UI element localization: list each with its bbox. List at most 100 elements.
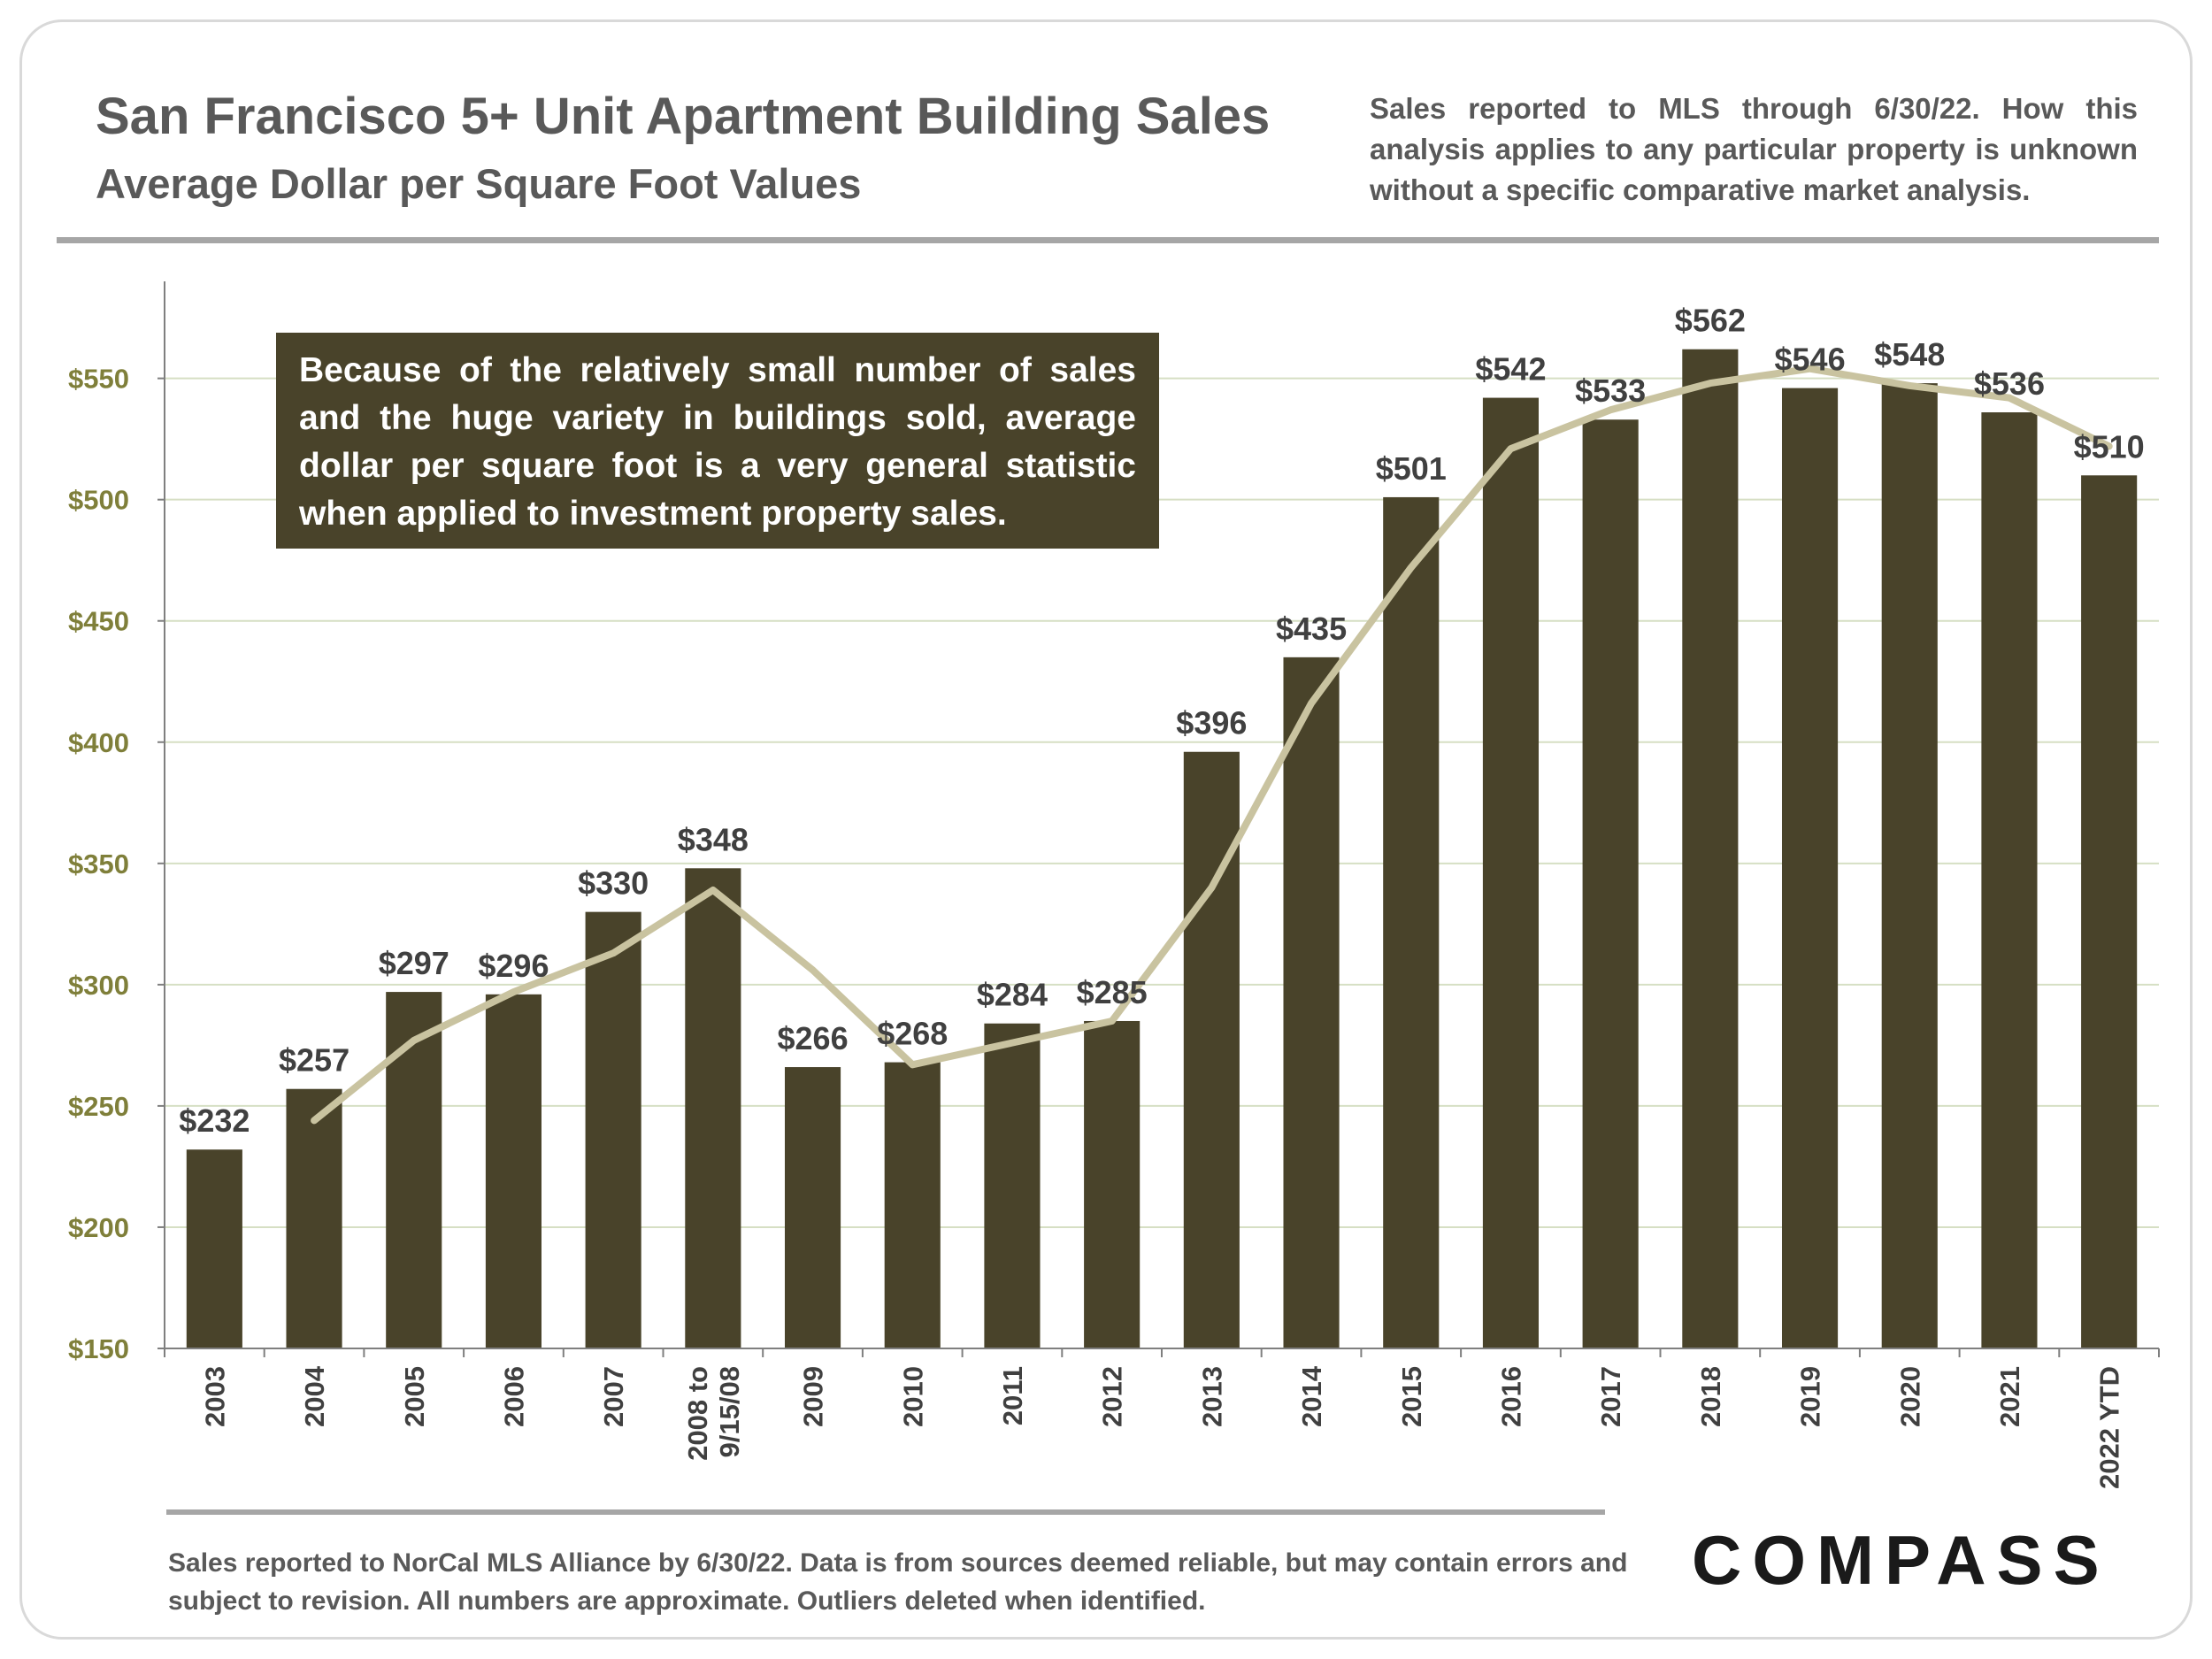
bar	[485, 994, 542, 1348]
x-tick-label: 2012	[1097, 1366, 1128, 1427]
bar	[1383, 496, 1440, 1348]
x-tick-label-line: 2007	[598, 1366, 629, 1427]
bar	[984, 1023, 1041, 1348]
x-tick-label: 2009	[798, 1366, 829, 1427]
y-tick-label: $550	[68, 364, 129, 395]
x-tick-label: 2003	[199, 1366, 230, 1427]
x-tick-label-line: 2009	[798, 1366, 829, 1427]
x-tick-label: 2006	[498, 1366, 529, 1427]
y-tick-label: $250	[68, 1091, 129, 1122]
bar	[1682, 349, 1739, 1348]
callout-box: Because of the relatively small number o…	[276, 333, 1159, 549]
data-label: $548	[1874, 336, 1945, 373]
chart-subtitle: Average Dollar per Square Foot Values	[96, 160, 862, 207]
x-tick-label-line: 2013	[1196, 1366, 1227, 1427]
header-divider	[57, 237, 2159, 243]
bar	[585, 911, 641, 1348]
y-tick-label: $200	[68, 1212, 129, 1243]
data-label: $257	[279, 1042, 349, 1079]
x-tick-label-line: 2008 to	[682, 1366, 713, 1461]
data-label: $330	[578, 865, 649, 902]
x-tick-label: 2019	[1795, 1366, 1826, 1427]
x-tick-label: 2014	[1296, 1365, 1327, 1427]
y-tick-label: $350	[68, 849, 129, 879]
x-tick-label-line: 2014	[1296, 1365, 1327, 1427]
y-tick-label: $400	[68, 727, 129, 758]
bar	[1981, 412, 2038, 1349]
data-label: $435	[1276, 611, 1347, 647]
bar	[286, 1088, 342, 1348]
x-tick-label-line: 2018	[1695, 1366, 1726, 1427]
y-tick-label: $450	[68, 606, 129, 637]
x-tick-label: 2013	[1196, 1366, 1227, 1427]
x-tick-label-line: 2011	[997, 1366, 1028, 1425]
trend-line	[311, 365, 2113, 1125]
bar	[884, 1062, 941, 1348]
data-label: $396	[1176, 705, 1247, 741]
bar	[1881, 383, 1938, 1349]
bar	[386, 992, 442, 1348]
data-note: Sales reported to MLS through 6/30/22. H…	[1370, 92, 2138, 206]
bar	[1781, 388, 1839, 1349]
x-tick-label-line: 2021	[1994, 1366, 2025, 1427]
compass-logo: COMPASS	[1692, 1521, 2110, 1599]
axes: $150 $200 $250 $300 $350 $400 $450 $500 $550 2003…	[68, 281, 2160, 1489]
x-tick-label: 2005	[399, 1366, 430, 1427]
x-tick-label: 2011	[997, 1366, 1028, 1425]
data-label: $546	[1775, 342, 1846, 378]
x-tick-label-line: 2003	[199, 1366, 230, 1427]
footer-divider	[166, 1509, 1605, 1515]
x-tick-label-line: 2012	[1097, 1366, 1128, 1427]
x-tick-label: 2018	[1695, 1366, 1726, 1427]
data-label: $510	[2074, 428, 2145, 465]
bar	[784, 1067, 841, 1348]
data-labels: $232 $257 $297 $296 $330 $348 $266 $268 $284 $285…	[179, 303, 2144, 1140]
x-tick-label: 2016	[1495, 1366, 1526, 1427]
data-label: $266	[778, 1020, 849, 1056]
bar	[1582, 419, 1639, 1348]
x-tick-label: 2010	[897, 1366, 928, 1427]
y-tick-label: $500	[68, 485, 129, 516]
bar	[186, 1149, 242, 1348]
x-tick-label-line: 2022 YTD	[2094, 1366, 2125, 1489]
trend-line-layer	[311, 365, 2113, 1125]
bar	[1183, 751, 1240, 1348]
chart-title: San Francisco 5+ Unit Apartment Building…	[96, 88, 1271, 145]
x-tick-label-line: 2004	[299, 1365, 330, 1427]
x-tick-label: 2022 YTD	[2094, 1366, 2125, 1489]
x-tick-label-line: 2017	[1595, 1366, 1626, 1427]
y-tick-label: $150	[68, 1333, 129, 1364]
x-tick-label-line: 2016	[1495, 1366, 1526, 1427]
bar	[2081, 475, 2138, 1348]
data-label: $268	[877, 1016, 948, 1052]
bar	[1482, 397, 1540, 1349]
x-tick-label-line: 2020	[1894, 1366, 1925, 1427]
x-tick-label: 2017	[1595, 1366, 1626, 1427]
data-label: $297	[379, 945, 449, 981]
x-tick-label: 2015	[1396, 1366, 1427, 1427]
x-tick-label-line: 2006	[498, 1366, 529, 1427]
x-tick-label-line: 2010	[897, 1366, 928, 1427]
bar	[685, 868, 741, 1348]
x-tick-label: 2008 to 9/15/08	[682, 1366, 745, 1461]
data-label: $348	[678, 821, 749, 857]
data-label: $542	[1475, 351, 1546, 388]
bar	[1283, 657, 1340, 1348]
data-label: $533	[1575, 373, 1646, 409]
x-tick-label-line: 9/15/08	[714, 1366, 745, 1457]
x-tick-label-line: 2005	[399, 1366, 430, 1427]
x-tick-label-line: 2015	[1396, 1366, 1427, 1427]
data-label: $284	[977, 977, 1048, 1013]
y-tick-label: $300	[68, 970, 129, 1001]
bars	[186, 349, 2138, 1349]
bar	[1084, 1020, 1141, 1348]
x-tick-label: 2007	[598, 1366, 629, 1427]
data-label: $501	[1376, 450, 1447, 487]
x-tick-label: 2021	[1994, 1366, 2025, 1427]
x-tick-label: 2004	[299, 1365, 330, 1427]
data-label: $562	[1675, 303, 1746, 339]
data-label: $285	[1077, 974, 1148, 1010]
data-label: $296	[478, 948, 549, 984]
data-label: $536	[1974, 365, 2045, 402]
